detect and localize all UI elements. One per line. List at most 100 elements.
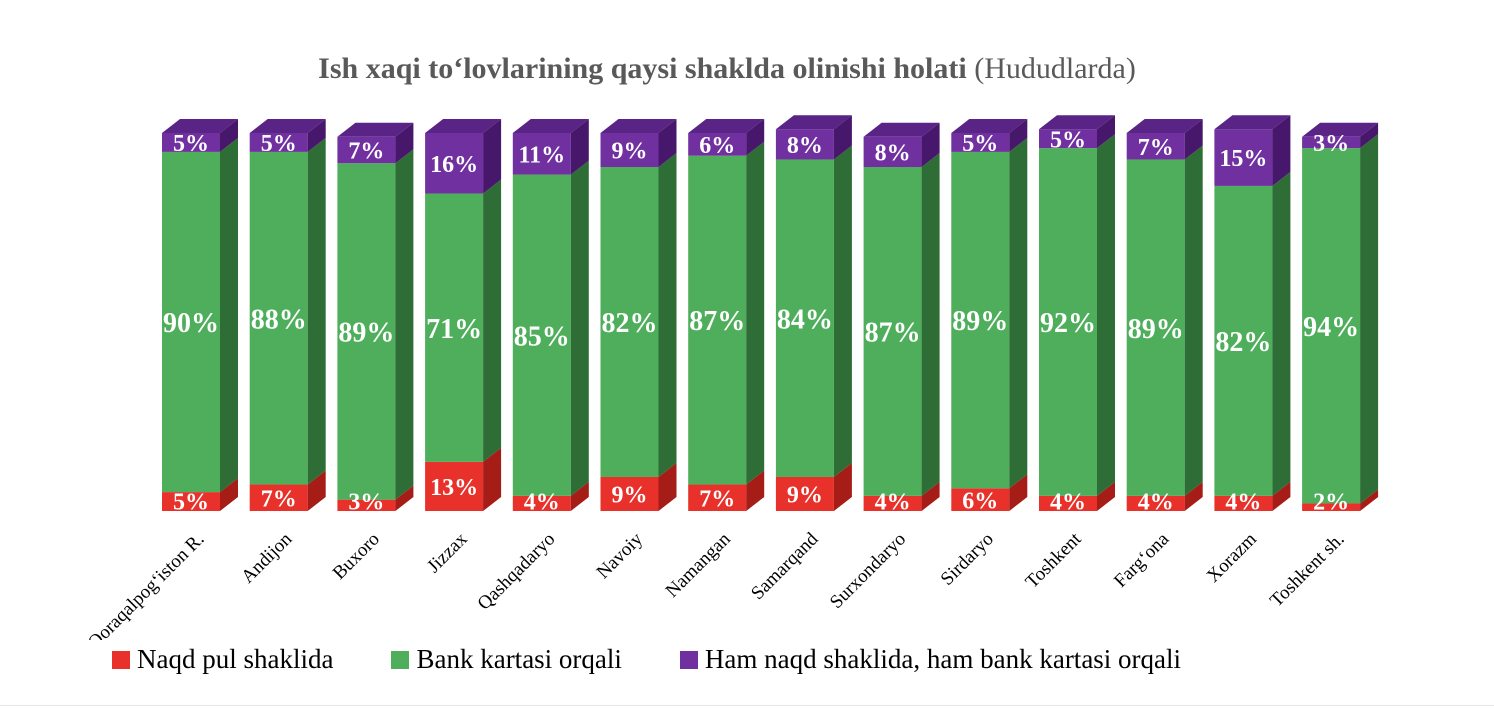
- stacked-bar-chart: 5% 90% 5% Qoraqalpog‘iston R. 7% 88% 5% Andijon…: [84, 115, 1379, 640]
- bar-segment-side: [1009, 119, 1028, 152]
- bar-segment-bank-card: [600, 167, 659, 477]
- bar-segment-bank-card: [775, 159, 834, 477]
- bar-segment-side: [220, 478, 238, 511]
- data-label-cash: 7%: [699, 486, 735, 512]
- bar-segment-side: [1272, 115, 1291, 186]
- category-label: Qoraqalpog‘iston R.: [84, 529, 209, 640]
- category-label: Buxoro: [329, 529, 384, 584]
- bar-segment-cash: [1039, 495, 1097, 511]
- data-label-cash: 13%: [430, 475, 478, 501]
- bar-top-face: [688, 119, 765, 133]
- bar-segment-side: [307, 470, 326, 511]
- bar-segment-side: [1009, 474, 1028, 511]
- bar-segment-both: [951, 133, 1010, 152]
- data-label-both: 3%: [1313, 131, 1349, 157]
- data-label-bank-card: 88%: [251, 304, 307, 335]
- bar-segment-both: [1039, 129, 1097, 149]
- bar-segment-side: [833, 145, 852, 477]
- data-label-bank-card: 90%: [163, 308, 219, 339]
- data-label-cash: 5%: [173, 490, 209, 516]
- bar-segment-cash: [512, 495, 571, 511]
- bar-segment-both: [863, 136, 922, 168]
- bar-segment-both: [425, 133, 484, 194]
- bar-segment-bank-card: [512, 174, 571, 496]
- bar-segment-cash: [425, 461, 484, 511]
- bar-top-face: [1039, 115, 1115, 130]
- bar-top-face: [249, 119, 326, 133]
- category-label: Surxondaryo: [826, 529, 910, 613]
- bar-segment-side: [1272, 481, 1291, 511]
- category-label: Toshkent sh.: [1266, 529, 1349, 612]
- bar-segment-cash: [1302, 503, 1361, 511]
- data-label-bank-card: 89%: [952, 306, 1008, 337]
- bar-segment-side: [220, 119, 238, 152]
- data-label-both: 16%: [430, 152, 478, 178]
- category-label: Andijon: [237, 528, 296, 587]
- category-label: Sirdaryo: [937, 529, 998, 590]
- bar-top-face: [1302, 122, 1379, 137]
- bar-segment-cash: [688, 484, 747, 511]
- data-label-both: 8%: [787, 133, 823, 159]
- bar-segment-cash: [600, 476, 659, 511]
- bar-segment-side: [746, 119, 765, 156]
- data-label-both: 11%: [518, 142, 565, 168]
- bar-segment-side: [1097, 134, 1115, 496]
- bar-segment-side: [570, 160, 589, 496]
- bar-segment-bank-card: [1302, 148, 1361, 504]
- bar-segment-cash: [1214, 495, 1273, 511]
- data-label-bank-card: 87%: [865, 318, 921, 349]
- bar-segment-side: [395, 485, 414, 511]
- bar-segment-side: [395, 149, 414, 500]
- bar-segment-bank-card: [688, 155, 747, 485]
- bar-segment-side: [1184, 145, 1203, 496]
- bar-segment-side: [483, 447, 502, 511]
- bar-segment-side: [395, 122, 414, 164]
- data-label-cash: 4%: [875, 490, 911, 516]
- bar-top-face: [863, 122, 940, 137]
- data-label-cash: 4%: [1050, 490, 1086, 516]
- bar-top-face: [162, 119, 238, 133]
- bar-segment-cash: [249, 484, 308, 511]
- bar-segment-side: [1097, 481, 1115, 511]
- data-label-bank-card: 84%: [777, 304, 833, 335]
- bar-segment-both: [249, 133, 308, 152]
- chart-title-main: Ish xaqi to‘lovlarining qaysi shaklda ol…: [318, 52, 967, 85]
- bar-segment-side: [921, 153, 940, 496]
- bar-segment-side: [658, 119, 677, 168]
- bar-segment-bank-card: [425, 193, 484, 462]
- data-label-both: 5%: [962, 131, 998, 157]
- bar-top-face: [600, 119, 677, 133]
- category-label: Namangan: [662, 528, 735, 601]
- data-label-bank-card: 82%: [1215, 327, 1271, 358]
- bar-segment-side: [921, 122, 940, 168]
- category-label: Navoiy: [593, 528, 648, 583]
- bar-top-face: [951, 119, 1028, 133]
- bar-segment-bank-card: [162, 151, 220, 493]
- bar-group: 4% 89% 7% Farg‘ona: [1110, 119, 1203, 592]
- bar-segment-side: [570, 119, 589, 175]
- bar-segment-bank-card: [1039, 148, 1097, 496]
- legend-item-cash: Naqd pul shaklida: [112, 644, 333, 675]
- legend-item-bank-card: Bank kartasi orqali: [391, 644, 622, 675]
- category-label: Jizzax: [423, 528, 472, 577]
- bar-group: 4% 92% 5% Toshkent: [1022, 115, 1115, 593]
- bar-segment-both: [512, 133, 571, 175]
- bar-segment-side: [1009, 137, 1028, 489]
- data-label-both: 5%: [173, 131, 209, 157]
- legend-swatch-cash: [112, 650, 130, 669]
- data-label-cash: 4%: [1225, 490, 1261, 516]
- data-label-bank-card: 82%: [602, 308, 658, 339]
- data-label-cash: 6%: [962, 488, 998, 514]
- data-label-cash: 4%: [524, 490, 560, 516]
- bar-segment-side: [1360, 122, 1379, 149]
- bar-segment-both: [337, 136, 396, 164]
- bar-segment-bank-card: [1126, 159, 1185, 496]
- bar-segment-both: [1126, 133, 1185, 160]
- bar-segment-cash: [951, 488, 1010, 511]
- data-label-cash: 9%: [787, 483, 823, 509]
- data-label-both: 5%: [261, 131, 297, 157]
- bar-top-face: [775, 115, 852, 130]
- data-label-bank-card: 89%: [338, 318, 394, 349]
- bar-segment-side: [483, 119, 502, 194]
- data-label-bank-card: 85%: [514, 321, 570, 352]
